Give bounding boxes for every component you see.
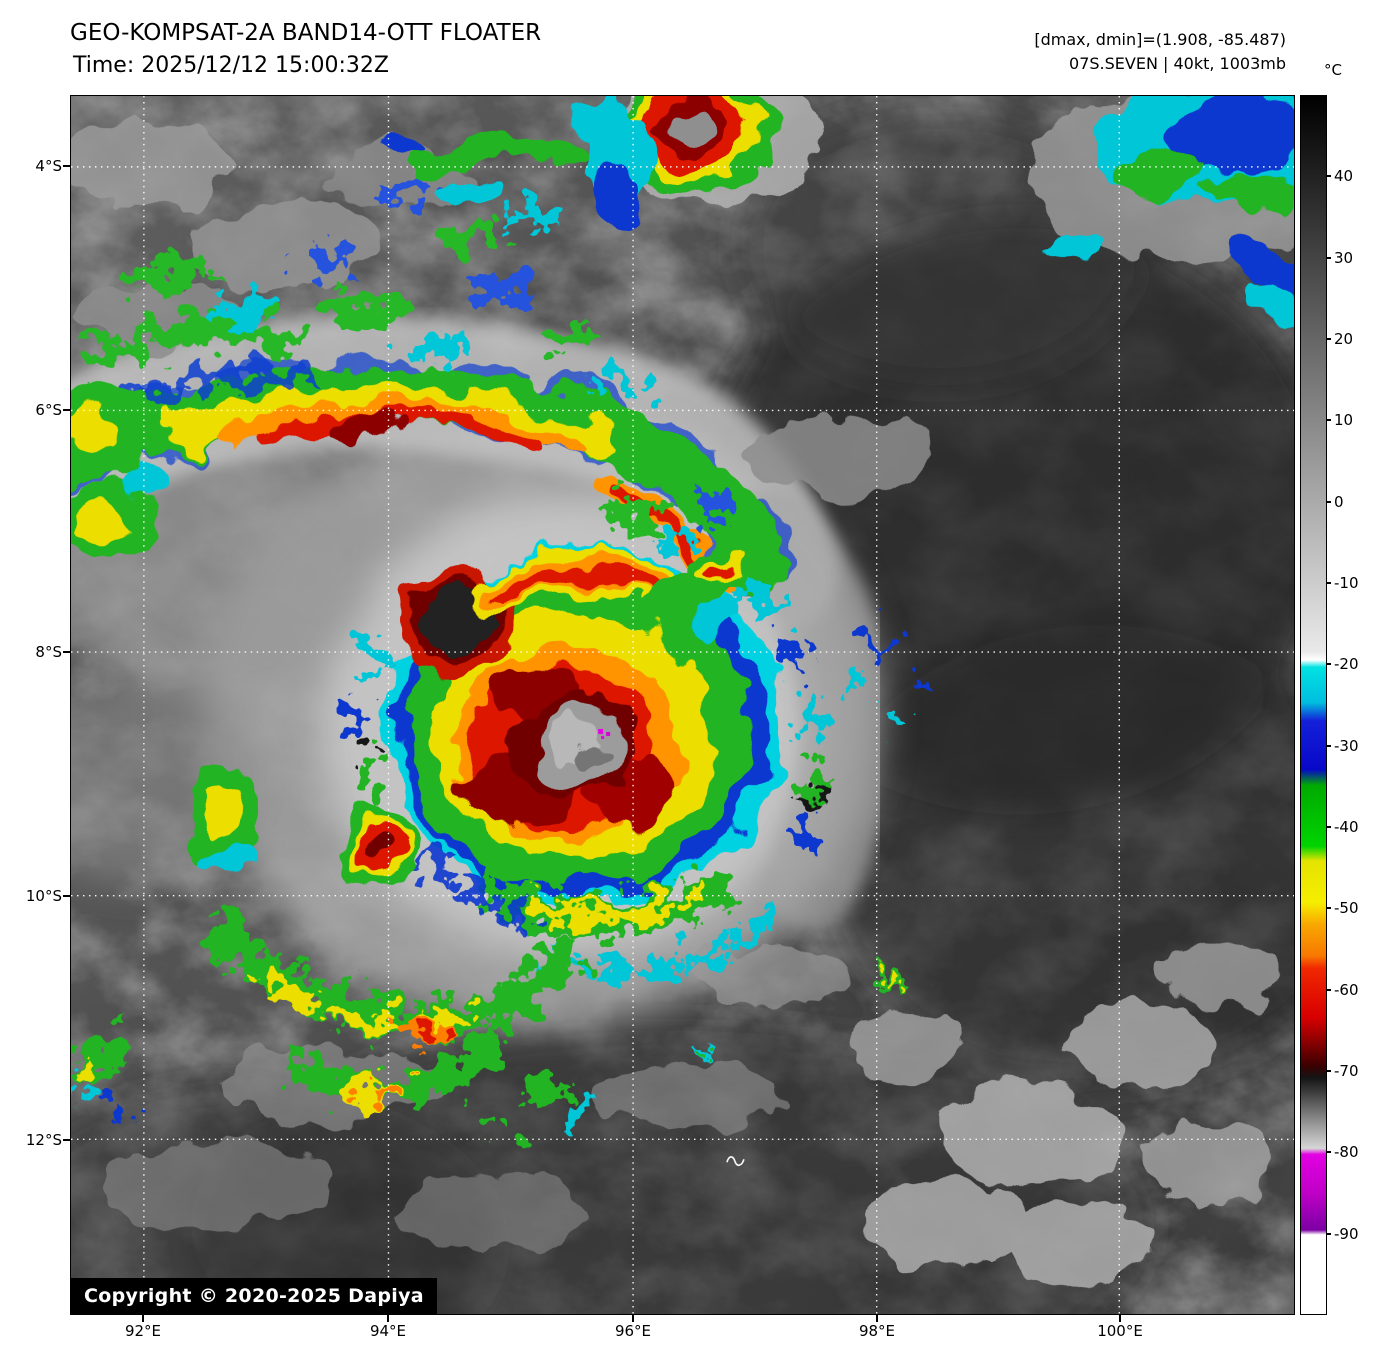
- dmax-dmin-readout: [dmax, dmin]=(1.908, -85.487): [1034, 30, 1286, 49]
- island-outline: [726, 1156, 745, 1166]
- southwest-cell: [336, 804, 421, 889]
- lon-label-96e: 96°E: [614, 1322, 652, 1340]
- colorbar-tick: [1326, 989, 1331, 991]
- colorbar-tick: [1326, 257, 1331, 259]
- colorbar-tick-label: -50: [1334, 899, 1359, 917]
- southwest-bands: [204, 918, 902, 1136]
- colorbar-tick: [1326, 175, 1331, 177]
- storm-readout: 07S.SEVEN | 40kt, 1003mb: [1069, 54, 1286, 73]
- figure-timestamp: Time: 2025/12/12 15:00:32Z: [73, 53, 389, 78]
- cyclone-core: [385, 543, 785, 907]
- lon-axis-tick: [387, 1315, 389, 1322]
- colorbar-tick: [1326, 907, 1331, 909]
- west-mid-cell: [189, 764, 262, 875]
- north-storm: [376, 96, 774, 232]
- colorbar-tick: [1326, 419, 1331, 421]
- lat-label-10s: 10°S: [25, 887, 62, 905]
- satellite-image: [71, 96, 1294, 1314]
- lon-label-98e: 98°E: [858, 1322, 896, 1340]
- colorbar-tick-label: 20: [1334, 330, 1354, 348]
- colorbar-tick: [1326, 1070, 1331, 1072]
- colorbar-tick-label: -60: [1334, 981, 1359, 999]
- northeast-cells: [1039, 96, 1294, 335]
- lon-label-92e: 92°E: [124, 1322, 162, 1340]
- north-spiral-band: [71, 358, 793, 599]
- lat-label-8s: 8°S: [35, 643, 62, 661]
- lat-axis-tick: [63, 895, 70, 897]
- overshooting-top-markers: [598, 728, 611, 739]
- west-fragments: [347, 635, 383, 801]
- lat-label-12s: 12°S: [25, 1131, 62, 1149]
- lat-axis-tick: [63, 409, 70, 411]
- lon-axis-tick: [142, 1315, 144, 1322]
- graticule: [71, 96, 1294, 1314]
- lon-label-100e: 100°E: [1097, 1322, 1143, 1340]
- colorbar-tick-label: 10: [1334, 411, 1354, 429]
- figure-title: GEO-KOMPSAT-2A BAND14-OTT FLOATER: [70, 20, 542, 46]
- colorbar-tick-label: 0: [1334, 493, 1344, 511]
- lat-axis-tick: [63, 651, 70, 653]
- temperature-colorbar: [1300, 95, 1327, 1315]
- colorbar-tick-label: -80: [1334, 1143, 1359, 1161]
- lat-label-4s: 4°S: [35, 157, 62, 175]
- colorbar-tick-label: -30: [1334, 737, 1359, 755]
- lon-axis-tick: [632, 1315, 634, 1322]
- southwest-corner-cells: [71, 1034, 137, 1119]
- south-bands: [422, 846, 773, 979]
- colorbar-tick: [1326, 826, 1331, 828]
- colorbar-tick: [1326, 338, 1331, 340]
- colorbar-tick: [1326, 501, 1331, 503]
- copyright-badge: Copyright © 2020-2025 Dapiya: [71, 1278, 437, 1314]
- scattered-convection-north: [290, 178, 728, 547]
- colorbar-tick: [1326, 663, 1331, 665]
- colorbar-unit-label: °C: [1324, 61, 1342, 79]
- colorbar-tick: [1326, 745, 1331, 747]
- northwest-bands: [80, 260, 325, 441]
- colorbar-tick-label: -40: [1334, 818, 1359, 836]
- lon-axis-tick: [876, 1315, 878, 1322]
- colorbar-tick: [1326, 1151, 1331, 1153]
- east-fragments: [740, 578, 932, 849]
- lon-label-94e: 94°E: [369, 1322, 407, 1340]
- map-frame: Copyright © 2020-2025 Dapiya: [70, 95, 1295, 1315]
- lon-axis-tick: [1119, 1315, 1121, 1322]
- colorbar-tick-label: -70: [1334, 1062, 1359, 1080]
- colorbar-tick-label: 30: [1334, 249, 1354, 267]
- colorbar-tick-label: -90: [1334, 1225, 1359, 1243]
- west-convection: [71, 382, 163, 559]
- colorbar-tick: [1326, 1233, 1331, 1235]
- lat-axis-tick: [63, 165, 70, 167]
- colorbar-tick-label: -10: [1334, 574, 1359, 592]
- lat-axis-tick: [63, 1139, 70, 1141]
- colorbar-tick: [1326, 582, 1331, 584]
- colorbar-tick-label: 40: [1334, 167, 1354, 185]
- colorbar-tick-label: -20: [1334, 655, 1359, 673]
- lat-label-6s: 6°S: [35, 401, 62, 419]
